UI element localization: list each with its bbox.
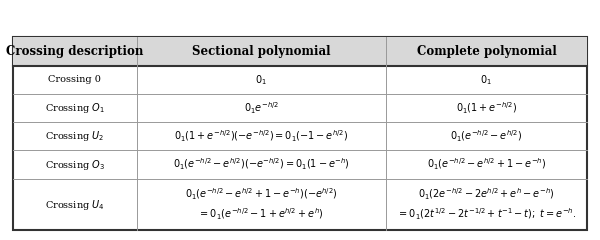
Text: $0_1$: $0_1$	[481, 73, 493, 87]
Text: Crossing $O_1$: Crossing $O_1$	[45, 101, 105, 115]
Text: $= 0_1(e^{-h/2}-1+e^{h/2}+e^{h})$: $= 0_1(e^{-h/2}-1+e^{h/2}+e^{h})$	[199, 206, 324, 222]
Text: $0_1(e^{-h/2}-e^{h/2})$: $0_1(e^{-h/2}-e^{h/2})$	[450, 129, 523, 144]
Text: $0_1(1+e^{-h/2})(-e^{-h/2}) = 0_1(-1-e^{h/2})$: $0_1(1+e^{-h/2})(-e^{-h/2}) = 0_1(-1-e^{…	[174, 129, 349, 144]
Text: $0_1$: $0_1$	[256, 73, 267, 87]
FancyBboxPatch shape	[13, 37, 587, 230]
Text: $0_1(e^{-h/2}-e^{h/2})(-e^{-h/2}) = 0_1(1-e^{-h})$: $0_1(e^{-h/2}-e^{h/2})(-e^{-h/2}) = 0_1(…	[173, 157, 350, 172]
Text: $0_1(e^{-h/2}-e^{h/2}+1-e^{-h})(-e^{h/2})$: $0_1(e^{-h/2}-e^{h/2}+1-e^{-h})(-e^{h/2}…	[185, 186, 338, 202]
Text: $=0_1(2t^{1/2}-2t^{-1/2}+t^{-1}-t);\ t = e^{-h}.$: $=0_1(2t^{1/2}-2t^{-1/2}+t^{-1}-t);\ t =…	[397, 206, 576, 222]
Text: $0_1e^{-h/2}$: $0_1e^{-h/2}$	[244, 100, 279, 116]
Text: Crossing description: Crossing description	[6, 45, 143, 58]
FancyBboxPatch shape	[13, 37, 587, 66]
Text: Crossing $U_2$: Crossing $U_2$	[45, 129, 104, 143]
Text: Sectional polynomial: Sectional polynomial	[192, 45, 331, 58]
Text: $0_1(e^{-h/2}-e^{h/2}+1-e^{-h})$: $0_1(e^{-h/2}-e^{h/2}+1-e^{-h})$	[427, 157, 546, 172]
Text: Complete polynomial: Complete polynomial	[416, 45, 556, 58]
Text: $0_1(1+e^{-h/2})$: $0_1(1+e^{-h/2})$	[456, 100, 517, 116]
Text: Crossing $U_4$: Crossing $U_4$	[45, 198, 105, 212]
Text: Crossing 0: Crossing 0	[49, 75, 101, 84]
Text: Crossing $O_3$: Crossing $O_3$	[45, 158, 105, 172]
Text: $0_1(2e^{-h/2}-2e^{h/2}+e^{h}-e^{-h})$: $0_1(2e^{-h/2}-2e^{h/2}+e^{h}-e^{-h})$	[418, 186, 555, 202]
